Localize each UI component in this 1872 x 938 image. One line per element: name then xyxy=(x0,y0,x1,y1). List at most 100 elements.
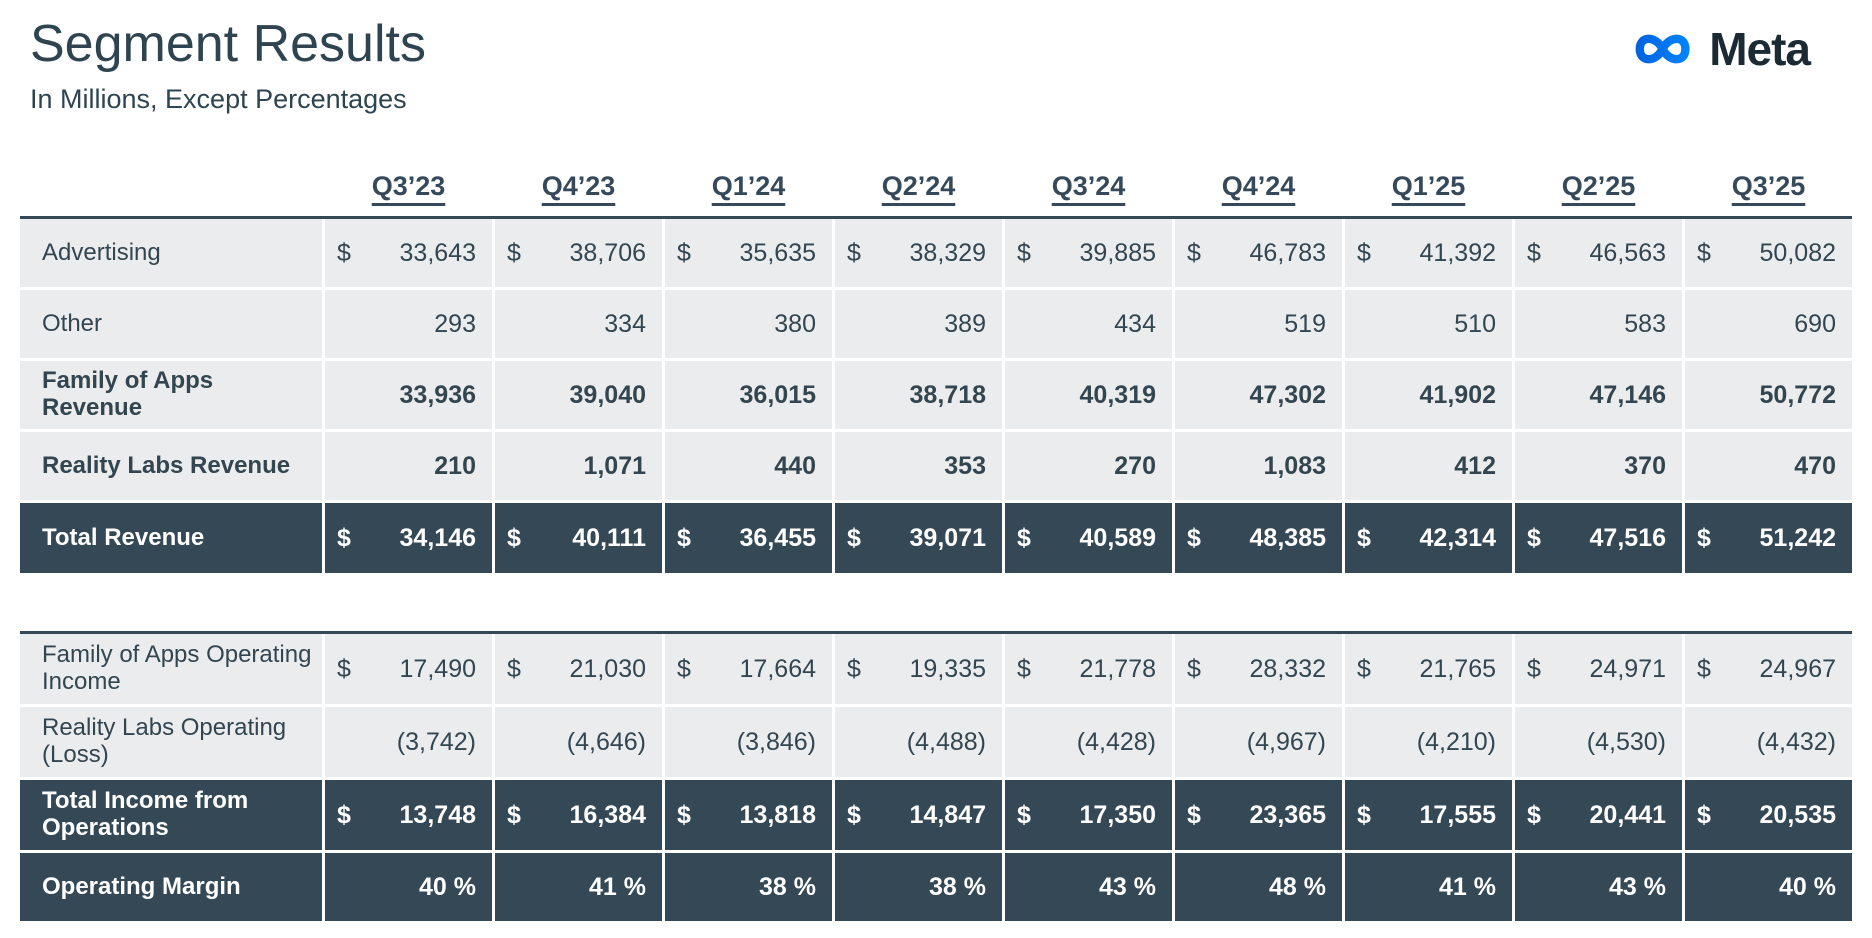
cell-value: 434 xyxy=(1114,309,1156,338)
cell-value: 293 xyxy=(434,309,476,338)
value-cell: 380 xyxy=(665,290,832,358)
cell-value: 353 xyxy=(944,451,986,480)
dollar-sign: $ xyxy=(1527,654,1541,683)
dollar-sign: $ xyxy=(1527,238,1541,267)
cell-value: 39,885 xyxy=(1079,238,1156,267)
value-cell: $40,111 xyxy=(495,503,662,573)
value-cell: 412 xyxy=(1345,432,1512,500)
dollar-sign: $ xyxy=(677,523,691,552)
value-cell: $20,535 xyxy=(1685,780,1852,850)
value-cell: 47,146 xyxy=(1515,361,1682,429)
cell-value: 47,146 xyxy=(1589,380,1666,409)
row-label: Total Revenue xyxy=(20,503,322,573)
cell-value: 51,242 xyxy=(1759,523,1836,552)
cell-value: 38,706 xyxy=(569,238,646,267)
cell-value: 50,082 xyxy=(1759,238,1836,267)
value-cell: 38,718 xyxy=(835,361,1002,429)
cell-value: 13,818 xyxy=(739,800,816,829)
value-cell: 40 % xyxy=(1685,853,1852,921)
value-cell: 50,772 xyxy=(1685,361,1852,429)
cell-value: 41,392 xyxy=(1419,238,1496,267)
cell-value: 39,071 xyxy=(909,523,986,552)
dollar-sign: $ xyxy=(507,654,521,683)
column-header-q225: Q2’25 xyxy=(1561,171,1636,201)
value-cell: $51,242 xyxy=(1685,503,1852,573)
quarter-header-row: Q3’23 Q4’23 Q1’24 Q2’24 Q3’24 Q4’24 Q1’25 Q2’25… xyxy=(20,128,1852,216)
cell-value: 40 % xyxy=(1779,872,1836,901)
cell-value: 17,490 xyxy=(399,654,476,683)
value-cell: $41,392 xyxy=(1345,219,1512,287)
dollar-sign: $ xyxy=(847,523,861,552)
cell-value: 41 % xyxy=(1439,872,1496,901)
cell-value: 36,455 xyxy=(739,523,816,552)
value-cell: $16,384 xyxy=(495,780,662,850)
dollar-sign: $ xyxy=(1017,238,1031,267)
cell-value: 38,329 xyxy=(909,238,986,267)
cell-value: 690 xyxy=(1794,309,1836,338)
value-cell: $17,664 xyxy=(665,634,832,704)
row-label: Advertising xyxy=(20,219,322,287)
cell-value: (4,210) xyxy=(1416,727,1496,756)
cell-value: 380 xyxy=(774,309,816,338)
value-cell: 1,083 xyxy=(1175,432,1342,500)
value-cell: $40,589 xyxy=(1005,503,1172,573)
cell-value: 46,563 xyxy=(1589,238,1666,267)
row-label: Reality Labs Revenue xyxy=(20,432,322,500)
cell-value: 38 % xyxy=(929,872,986,901)
value-cell: 334 xyxy=(495,290,662,358)
cell-value: 583 xyxy=(1624,309,1666,338)
value-cell: 43 % xyxy=(1005,853,1172,921)
cell-value: 41,902 xyxy=(1419,380,1496,409)
value-cell: $38,329 xyxy=(835,219,1002,287)
value-cell: 40 % xyxy=(325,853,492,921)
dollar-sign: $ xyxy=(1527,800,1541,829)
dollar-sign: $ xyxy=(1697,523,1711,552)
value-cell: 519 xyxy=(1175,290,1342,358)
dollar-sign: $ xyxy=(847,654,861,683)
value-cell: 270 xyxy=(1005,432,1172,500)
cell-value: 43 % xyxy=(1609,872,1666,901)
cell-value: 21,765 xyxy=(1419,654,1496,683)
column-header-q423: Q4’23 xyxy=(541,171,616,201)
value-cell: $28,332 xyxy=(1175,634,1342,704)
meta-infinity-icon xyxy=(1635,34,1690,64)
value-cell: $39,885 xyxy=(1005,219,1172,287)
cell-value: (4,646) xyxy=(566,727,646,756)
dollar-sign: $ xyxy=(677,654,691,683)
cell-value: 510 xyxy=(1454,309,1496,338)
value-cell: $21,778 xyxy=(1005,634,1172,704)
value-cell: $21,765 xyxy=(1345,634,1512,704)
cell-value: 46,783 xyxy=(1249,238,1326,267)
value-cell: $39,071 xyxy=(835,503,1002,573)
value-cell: $21,030 xyxy=(495,634,662,704)
value-cell: $33,643 xyxy=(325,219,492,287)
value-cell: $17,555 xyxy=(1345,780,1512,850)
value-cell: 583 xyxy=(1515,290,1682,358)
dollar-sign: $ xyxy=(847,800,861,829)
value-cell: 43 % xyxy=(1515,853,1682,921)
value-cell: 434 xyxy=(1005,290,1172,358)
value-cell: (4,432) xyxy=(1685,707,1852,777)
cell-value: 28,332 xyxy=(1249,654,1326,683)
column-header-q324: Q3’24 xyxy=(1051,171,1126,201)
cell-value: 40,111 xyxy=(572,523,646,552)
value-cell: 48 % xyxy=(1175,853,1342,921)
table-row: Operating Margin 40 % 41 % 38 % 38 % 43 % 48 %… xyxy=(20,853,1852,921)
column-header-q224: Q2’24 xyxy=(881,171,956,201)
cell-value: 23,365 xyxy=(1249,800,1326,829)
cell-value: (4,428) xyxy=(1076,727,1156,756)
value-cell: 47,302 xyxy=(1175,361,1342,429)
column-header-q424: Q4’24 xyxy=(1221,171,1296,201)
dollar-sign: $ xyxy=(337,523,351,552)
column-header-q323: Q3’23 xyxy=(371,171,446,201)
dollar-sign: $ xyxy=(1187,654,1201,683)
cell-value: (3,846) xyxy=(736,727,816,756)
dollar-sign: $ xyxy=(1527,523,1541,552)
value-cell: 33,936 xyxy=(325,361,492,429)
dollar-sign: $ xyxy=(507,800,521,829)
value-cell: 39,040 xyxy=(495,361,662,429)
dollar-sign: $ xyxy=(677,238,691,267)
dollar-sign: $ xyxy=(337,238,351,267)
value-cell: $38,706 xyxy=(495,219,662,287)
value-cell: $13,748 xyxy=(325,780,492,850)
